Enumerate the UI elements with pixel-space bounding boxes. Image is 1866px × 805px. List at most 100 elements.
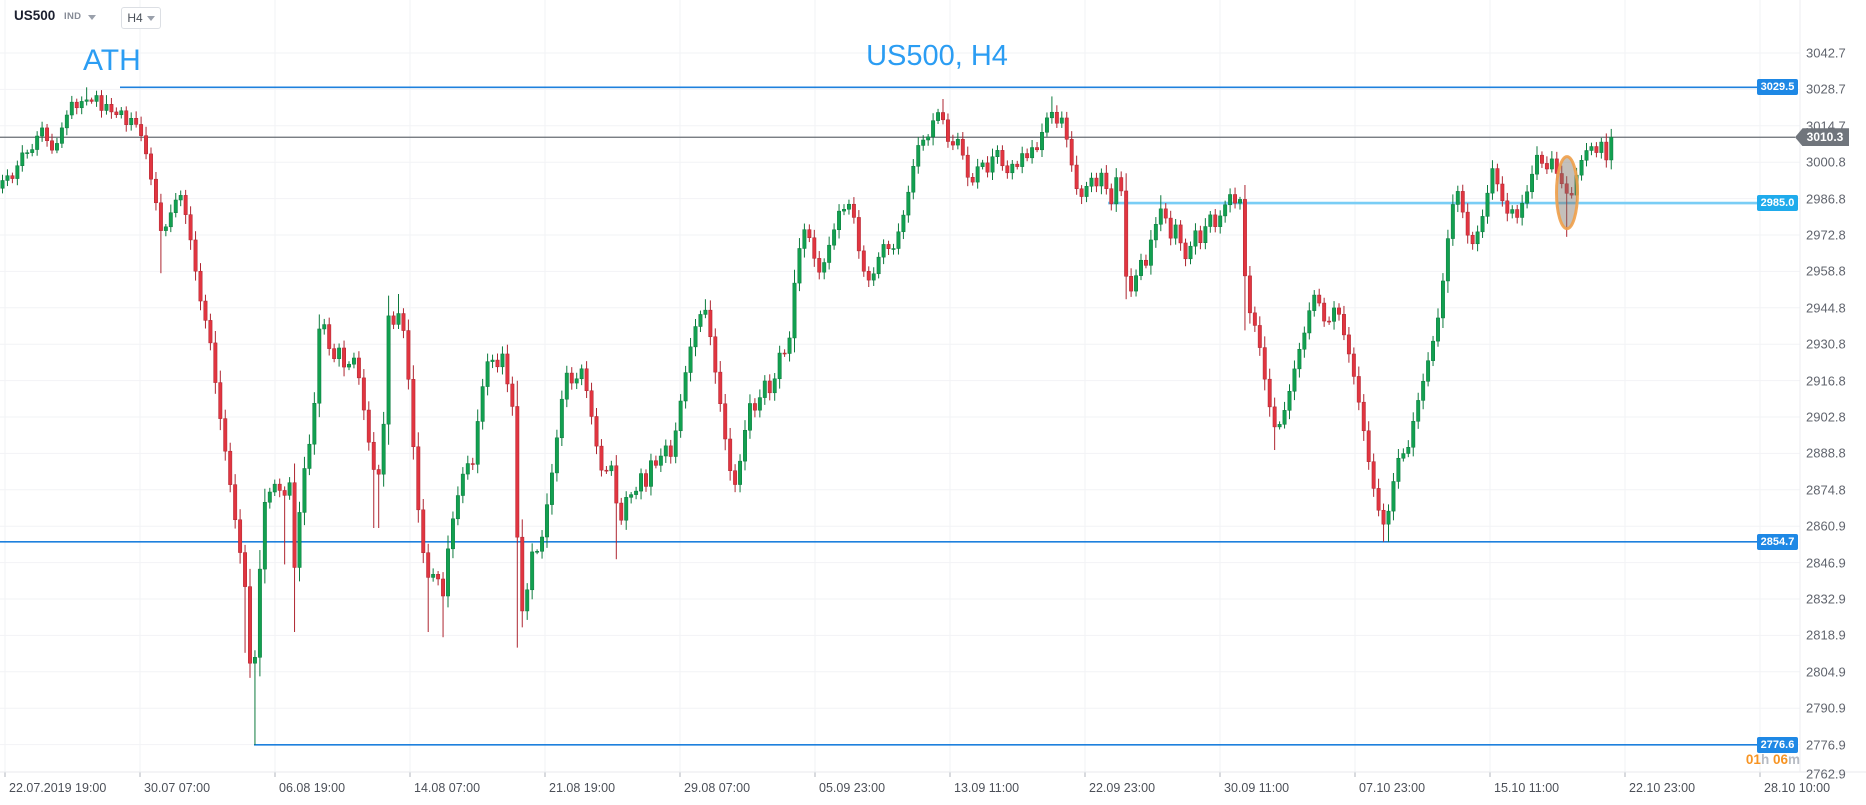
y-axis-label: 2930.8 [1806,336,1846,352]
y-axis-label: 2790.9 [1806,700,1846,716]
chevron-down-icon[interactable] [88,15,96,20]
candle-body [757,397,762,411]
candle-body [653,460,658,466]
candle-body [1119,177,1124,192]
candle-body [698,314,703,327]
candle-body [624,497,629,521]
candle-body [292,482,297,568]
candle-body [609,465,614,472]
candle-body [1396,457,1401,482]
candle-body [1312,294,1317,311]
x-axis-label: 28.10 10:00 [1764,781,1831,795]
candle-body [0,180,5,189]
candle-body [906,191,911,216]
candle-body [1510,209,1515,214]
candle-body [1475,231,1480,245]
candle-body [569,372,574,384]
candle-body [1609,136,1614,161]
candle-body [134,118,139,125]
y-axis-label: 2776.9 [1806,737,1846,753]
ath-annotation[interactable]: ATH [83,44,141,77]
candle-body [1366,430,1371,462]
y-axis-label: 2860.9 [1806,518,1846,534]
x-axis-label: 22.10 23:00 [1629,781,1696,795]
candle-body [1069,139,1074,166]
candle-body [1559,173,1564,185]
y-axis-label: 2916.8 [1806,373,1846,389]
candle-body [406,330,411,380]
candle-body [154,178,158,204]
level-price-badge[interactable]: 2985.0 [1757,195,1798,212]
candle-body [1426,360,1431,382]
candle-body [64,114,69,129]
candle-body [213,342,218,383]
candle-body [1134,275,1138,292]
candle-body [955,139,960,146]
candle-body [1277,424,1282,428]
bar-countdown-timer: 01h 06m [1746,752,1800,767]
candle-body [574,378,579,384]
candle-body [1490,168,1495,194]
level-price-badge[interactable]: 2854.7 [1757,533,1798,550]
candle-body [1584,150,1589,161]
level-price-badge[interactable]: 3029.5 [1757,79,1798,96]
candle-body [282,490,287,496]
countdown-segment: h [1760,752,1773,767]
y-axis-label: 2818.9 [1806,627,1846,643]
candle-body [69,101,74,116]
x-axis-label: 13.09 11:00 [954,781,1020,795]
candle-body [1094,177,1099,187]
candle-body [1386,510,1391,525]
candle-body [1228,194,1233,206]
candle-body [277,483,282,491]
candle-body [1025,153,1030,159]
candle-body [366,409,371,443]
candle-body [916,145,921,167]
candle-body [35,135,40,150]
candle-body [1371,461,1376,489]
candle-body [158,202,163,231]
x-axis-label: 06.08 19:00 [279,781,346,795]
level-price-badge[interactable]: 2776.6 [1757,736,1798,753]
candle-body [1515,209,1520,218]
candle-body [129,118,134,125]
candle-body [881,244,886,258]
candle-body [337,347,342,359]
candle-body [876,256,881,275]
highlight-ellipse-annotation[interactable] [1555,155,1579,231]
candle-body [619,502,624,521]
candle-body [342,347,347,368]
candle-body [1500,183,1505,202]
candle-body [5,175,10,181]
candle-body [658,455,663,466]
candle-body [470,463,475,465]
candle-body [1040,132,1044,151]
candle-body [347,363,351,368]
candle-body [20,152,25,166]
candle-body [891,248,896,250]
interval-selector[interactable]: H4 [121,7,161,29]
symbol-name[interactable]: US500 [14,8,56,23]
candle-body [1322,302,1327,322]
candle-body [708,309,713,338]
candle-body [149,153,153,180]
y-axis-label: 3042.7 [1806,45,1846,61]
candle-body [45,127,49,141]
candle-body [1272,406,1277,428]
candle-body [515,406,520,538]
candle-body [1262,347,1267,380]
candle-body [762,380,767,398]
candle-body [1460,191,1465,213]
candle-body [262,501,267,570]
candle-body [1064,117,1069,140]
candle-body [500,353,505,368]
candle-body [391,315,396,325]
countdown-segment: 06 [1772,752,1788,767]
candle-body [1223,204,1228,217]
candle-body [416,446,421,511]
candle-body [193,239,198,272]
candle-body [663,445,668,457]
candle-body [376,469,381,475]
candle-body [649,460,653,487]
